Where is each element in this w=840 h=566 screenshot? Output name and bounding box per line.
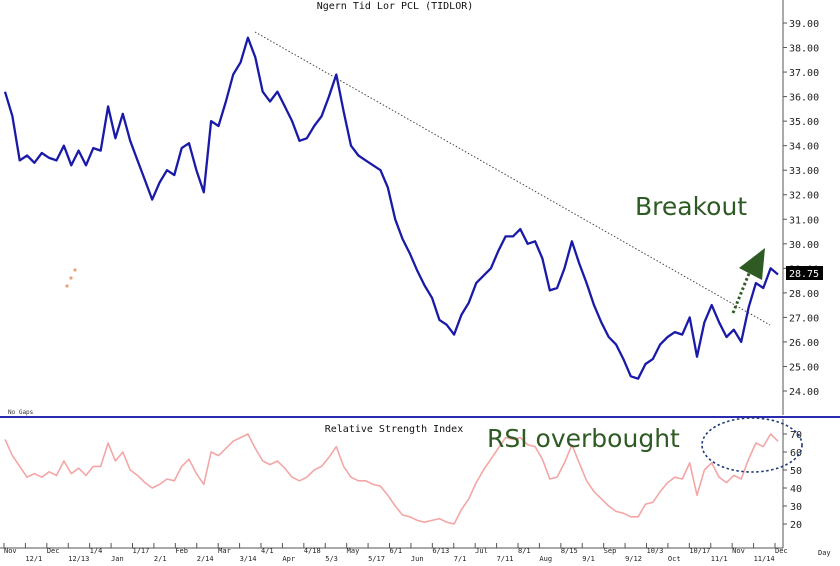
x-tick-label: 9/12: [625, 555, 642, 563]
rsi-series-line: [4, 433, 779, 525]
x-tick-label: 7/1: [454, 555, 467, 563]
price-tick-label: 25.00: [789, 362, 819, 373]
x-tick-label: 2/1: [154, 555, 167, 563]
x-tick-label: 6/1: [390, 547, 403, 555]
x-tick-label: Dec: [775, 547, 788, 555]
x-tick-label: Jan: [111, 555, 124, 563]
x-tick-label: 1/4: [90, 547, 103, 555]
x-tick-label: 4/1: [261, 547, 274, 555]
x-tick-label: 11/1: [711, 555, 728, 563]
breakout-annotation: Breakout: [635, 192, 747, 221]
x-tick-label: 2/14: [197, 555, 214, 563]
x-tick-label: May: [347, 547, 360, 555]
breakout-arrowhead: [739, 248, 765, 280]
x-tick-label: Nov: [732, 547, 745, 555]
rsi-tick-label: 60: [790, 448, 802, 459]
x-tick-label: 9/1: [582, 555, 595, 563]
price-tick-label: 37.00: [789, 68, 819, 79]
x-axis-unit: Day: [818, 549, 831, 557]
price-y-ticks: 24.0025.0026.0027.0028.0029.0030.0031.00…: [783, 19, 819, 398]
last-price-tag: 28.75: [786, 266, 823, 280]
x-tick-label: Nov: [4, 547, 17, 555]
rsi-tick-label: 40: [790, 484, 802, 495]
x-axis-labels: Nov 12/1 Dec 12/131/4 Jan 1/17 2/1 Feb 2/14 Mar 3/…: [3, 543, 788, 563]
price-chart-title: Ngern Tid Lor PCL (TIDLOR): [317, 1, 474, 12]
rsi-tick-label: 30: [790, 502, 802, 513]
x-tick-label: Jul: [475, 547, 488, 555]
breakout-arrow: [731, 265, 754, 314]
price-tick-label: 30.00: [789, 240, 819, 251]
overbought-circle: [701, 417, 803, 473]
price-series-line: [3, 36, 779, 380]
x-tick-label: 5/3: [325, 555, 338, 563]
x-tick-label: Mar: [218, 547, 231, 555]
price-tick-label: 33.00: [789, 166, 819, 177]
price-tick-label: 35.00: [789, 117, 819, 128]
stray-dot: [69, 276, 73, 280]
x-axis: Nov 12/1 Dec 12/131/4 Jan 1/17 2/1 Feb 2/14 Mar 3/…: [0, 543, 831, 563]
stray-dot: [73, 268, 77, 272]
rsi-title: Relative Strength Index: [325, 424, 463, 435]
x-tick-label: 12/1: [25, 555, 42, 563]
price-tick-label: 36.00: [789, 93, 819, 104]
x-tick-label: 12/13: [68, 555, 89, 563]
price-tick-label: 28.00: [789, 289, 819, 300]
price-tick-label: 34.00: [789, 142, 819, 153]
rsi-tick-label: 20: [790, 520, 802, 531]
x-tick-label: 6/13: [432, 547, 449, 555]
x-tick-label: Sep: [604, 547, 617, 555]
x-tick-label: 11/14: [754, 555, 775, 563]
x-tick-label: 7/11: [497, 555, 514, 563]
price-tick-label: 31.00: [789, 215, 819, 226]
no-gaps-label: No Gaps: [8, 409, 34, 416]
rsi-panel: Relative Strength Index 20 30 40 50 60 70 RSI…: [4, 417, 803, 548]
price-tick-label: 38.00: [789, 44, 819, 55]
stray-dot: [65, 284, 69, 288]
price-tick-label: 24.00: [789, 387, 819, 398]
x-tick-label: Jun: [411, 555, 424, 563]
x-tick-label: 8/1: [518, 547, 531, 555]
x-tick-label: 3/14: [240, 555, 257, 563]
x-tick-label: 10/3: [647, 547, 664, 555]
x-tick-label: Aug: [539, 555, 552, 563]
rsi-overbought-annotation: RSI overbought: [487, 424, 680, 453]
price-tick-label: 39.00: [789, 19, 819, 30]
x-tick-label: 4/18: [304, 547, 321, 555]
x-tick-label: Oct: [668, 555, 681, 563]
x-tick-label: Apr: [282, 555, 295, 563]
x-tick-label: Feb: [175, 547, 188, 555]
x-tick-label: 8/15: [561, 547, 578, 555]
x-tick-label: 5/17: [368, 555, 385, 563]
rsi-y-ticks: 20 30 40 50 60 70: [783, 430, 802, 531]
x-tick-label: 1/17: [133, 547, 150, 555]
resistance-trendline: [254, 31, 771, 326]
rsi-tick-label: 70: [790, 430, 802, 441]
price-tick-label: 26.00: [789, 338, 819, 349]
rsi-tick-label: 50: [790, 466, 802, 477]
x-tick-label: 10/17: [689, 547, 710, 555]
last-price-label: 28.75: [789, 269, 819, 280]
price-tick-label: 32.00: [789, 191, 819, 202]
last-price-box: [786, 266, 823, 280]
price-panel: Ngern Tid Lor PCL (TIDLOR) 24.00 25.00 26.…: [3, 0, 823, 416]
price-tick-label: 27.00: [789, 313, 819, 324]
x-tick-label: Dec: [47, 547, 60, 555]
